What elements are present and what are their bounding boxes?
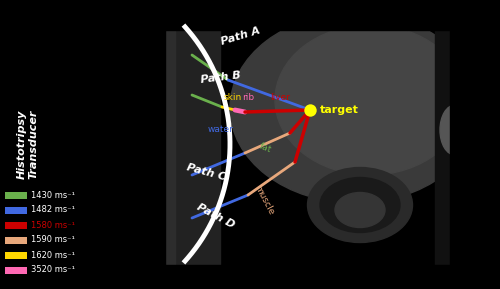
Bar bbox=[5, 266, 27, 273]
Text: Path B: Path B bbox=[200, 70, 241, 85]
Text: Path D: Path D bbox=[195, 202, 236, 230]
Text: water: water bbox=[208, 125, 234, 134]
Text: skin: skin bbox=[224, 92, 242, 101]
Text: target: target bbox=[320, 105, 359, 115]
Text: Histotripsy
Transducer: Histotripsy Transducer bbox=[17, 109, 39, 179]
Bar bbox=[5, 192, 27, 199]
Text: muscle: muscle bbox=[252, 184, 275, 216]
Bar bbox=[0, 0, 500, 30]
Ellipse shape bbox=[320, 177, 400, 232]
Bar bbox=[5, 207, 27, 214]
Text: fat: fat bbox=[258, 142, 273, 155]
Ellipse shape bbox=[440, 105, 470, 155]
Ellipse shape bbox=[335, 192, 385, 227]
Text: rib: rib bbox=[242, 92, 254, 101]
Point bbox=[306, 108, 314, 112]
Bar bbox=[0, 0, 165, 289]
Bar bbox=[435, 0, 500, 289]
Text: Path C: Path C bbox=[185, 162, 226, 182]
Text: 1430 ms⁻¹: 1430 ms⁻¹ bbox=[31, 190, 75, 199]
Bar bbox=[450, 0, 500, 289]
Ellipse shape bbox=[308, 168, 412, 242]
Text: 1482 ms⁻¹: 1482 ms⁻¹ bbox=[31, 205, 75, 214]
Bar bbox=[5, 236, 27, 244]
Text: 1590 ms⁻¹: 1590 ms⁻¹ bbox=[31, 236, 75, 244]
Ellipse shape bbox=[275, 25, 465, 175]
Ellipse shape bbox=[230, 13, 480, 203]
Text: Path A: Path A bbox=[220, 25, 262, 47]
Text: 1580 ms⁻¹: 1580 ms⁻¹ bbox=[31, 221, 75, 229]
Bar bbox=[160, 0, 220, 289]
Bar bbox=[0, 265, 500, 289]
Text: liver: liver bbox=[270, 92, 290, 101]
Bar bbox=[5, 221, 27, 229]
Bar bbox=[5, 251, 27, 258]
Text: 3520 ms⁻¹: 3520 ms⁻¹ bbox=[31, 266, 75, 275]
Bar bbox=[160, 0, 175, 289]
Text: 1620 ms⁻¹: 1620 ms⁻¹ bbox=[31, 251, 75, 260]
